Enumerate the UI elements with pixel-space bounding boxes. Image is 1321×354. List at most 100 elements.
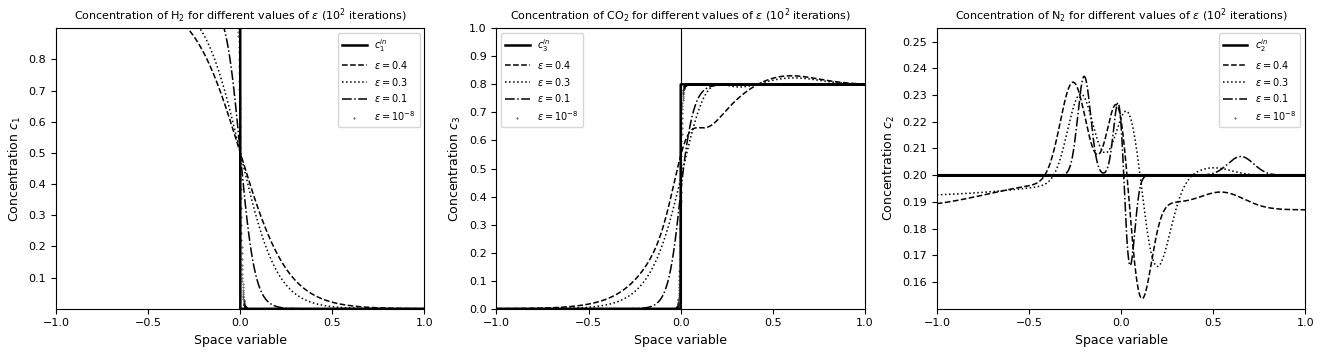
$c_1^{in}$ xyxy=(416,307,432,311)
Y-axis label: Concentration $c_1$: Concentration $c_1$ xyxy=(7,115,22,222)
$\varepsilon = 0.1$ xyxy=(993,173,1009,177)
Line: $\varepsilon = 0.3$: $\varepsilon = 0.3$ xyxy=(55,0,424,309)
$c_2^{in}$ xyxy=(971,173,987,177)
$\varepsilon = 0.1$ xyxy=(971,173,987,177)
Line: $\varepsilon = 10^{-8}$: $\varepsilon = 10^{-8}$ xyxy=(937,175,1305,176)
$\varepsilon = 0.4$ xyxy=(370,306,386,310)
$\varepsilon = 0.4$ xyxy=(112,0,128,1)
$\varepsilon = 10^{-8}$ xyxy=(552,307,568,311)
Line: $\varepsilon = 0.3$: $\varepsilon = 0.3$ xyxy=(937,94,1305,267)
Line: $\varepsilon = 0.4$: $\varepsilon = 0.4$ xyxy=(497,76,865,309)
X-axis label: Space variable: Space variable xyxy=(634,334,727,347)
$c_3^{in}$ xyxy=(849,82,865,86)
$\varepsilon = 0.4$ xyxy=(1070,88,1086,92)
$\varepsilon = 0.4$ xyxy=(1291,207,1306,212)
$\varepsilon = 0.3$ xyxy=(416,307,432,311)
$\varepsilon = 0.4$ xyxy=(416,307,432,311)
$\varepsilon = 10^{-8}$ xyxy=(630,307,646,311)
$\varepsilon = 0.3$ xyxy=(205,53,221,58)
$\varepsilon = 0.3$ xyxy=(1291,173,1306,177)
$\varepsilon = 0.4$ xyxy=(646,250,662,254)
$c_3^{in}$ xyxy=(646,307,662,311)
Legend: $c_2^{in}$, $\varepsilon = 0.4$, $\varepsilon = 0.3$, $\varepsilon = 0.1$, $\var: $c_2^{in}$, $\varepsilon = 0.4$, $\varep… xyxy=(1219,33,1300,127)
Line: $c_3^{in}$: $c_3^{in}$ xyxy=(497,84,865,309)
$\varepsilon = 0.1$ xyxy=(205,3,221,7)
$\varepsilon = 0.4$ xyxy=(1135,297,1151,301)
$\varepsilon = 10^{-8}$ xyxy=(971,173,987,177)
$\varepsilon = 0.1$ xyxy=(857,82,873,86)
$\varepsilon = 0.4$ xyxy=(189,39,205,44)
$\varepsilon = 10^{-8}$ xyxy=(1086,173,1102,177)
$\varepsilon = 10^{-8}$ xyxy=(993,173,1009,177)
$\varepsilon = 10^{-8}$ xyxy=(1297,173,1313,177)
Title: Concentration of CO$_2$ for different values of $\varepsilon$ (10$^2$ iterations: Concentration of CO$_2$ for different va… xyxy=(510,7,851,25)
$\varepsilon = 0.3$ xyxy=(993,189,1009,193)
$\varepsilon = 0.1$ xyxy=(1297,173,1313,177)
$\varepsilon = 0.3$ xyxy=(929,193,945,197)
$\varepsilon = 10^{-8}$ xyxy=(370,307,386,311)
$c_1^{in}$ xyxy=(410,307,425,311)
$c_3^{in}$ xyxy=(489,307,505,311)
$\varepsilon = 10^{-8}$ xyxy=(1291,173,1306,177)
$\varepsilon = 0.3$ xyxy=(1251,173,1267,177)
$\varepsilon = 0.3$ xyxy=(971,190,987,195)
$\varepsilon = 0.1$ xyxy=(416,307,432,311)
$\varepsilon = 0.3$ xyxy=(1086,127,1102,131)
$\varepsilon = 0.1$ xyxy=(370,307,386,311)
$\varepsilon = 0.4$ xyxy=(552,305,568,309)
$c_3^{in}$ xyxy=(630,307,646,311)
$\varepsilon = 0.3$ xyxy=(189,23,205,27)
$\varepsilon = 10^{-8}$ xyxy=(410,307,425,311)
$\varepsilon = 0.3$ xyxy=(370,307,386,311)
$\varepsilon = 10^{-8}$ xyxy=(489,307,505,311)
$c_2^{in}$ xyxy=(1070,173,1086,177)
$\varepsilon = 0.4$ xyxy=(1297,208,1313,212)
$c_3^{in}$ xyxy=(810,82,826,86)
Line: $\varepsilon = 0.1$: $\varepsilon = 0.1$ xyxy=(937,76,1305,266)
$\varepsilon = 0.4$ xyxy=(783,74,799,78)
$c_2^{in}$ xyxy=(1297,173,1313,177)
$\varepsilon = 0.1$ xyxy=(1086,143,1102,148)
$c_3^{in}$ xyxy=(531,307,547,311)
$\varepsilon = 0.1$ xyxy=(1070,110,1086,114)
$\varepsilon = 0.4$ xyxy=(929,201,945,206)
$\varepsilon = 0.1$ xyxy=(489,307,505,311)
$\varepsilon = 0.1$ xyxy=(646,303,662,308)
X-axis label: Space variable: Space variable xyxy=(194,334,287,347)
$\varepsilon = 0.1$ xyxy=(531,307,547,311)
$c_1^{in}$ xyxy=(370,307,386,311)
$\varepsilon = 0.3$ xyxy=(410,307,425,311)
Title: Concentration of N$_2$ for different values of $\varepsilon$ (10$^2$ iterations): Concentration of N$_2$ for different val… xyxy=(955,7,1288,25)
$\varepsilon = 0.1$ xyxy=(630,306,646,310)
$\varepsilon = 0.3$ xyxy=(630,287,646,291)
$\varepsilon = 0.4$ xyxy=(410,307,425,311)
$c_2^{in}$ xyxy=(1086,173,1102,177)
$\varepsilon = 10^{-8}$ xyxy=(416,307,432,311)
$\varepsilon = 0.4$ xyxy=(993,189,1009,193)
$c_2^{in}$ xyxy=(993,173,1009,177)
$c_2^{in}$ xyxy=(929,173,945,177)
$\varepsilon = 0.4$ xyxy=(1251,203,1267,207)
$c_2^{in}$ xyxy=(1251,173,1267,177)
$\varepsilon = 0.3$ xyxy=(786,76,802,80)
$\varepsilon = 10^{-8}$ xyxy=(857,82,873,86)
$\varepsilon = 10^{-8}$ xyxy=(810,82,826,86)
$\varepsilon = 0.4$ xyxy=(1086,149,1102,153)
$\varepsilon = 0.1$ xyxy=(552,307,568,311)
$\varepsilon = 10^{-8}$ xyxy=(700,82,716,86)
$\varepsilon = 10^{-8}$ xyxy=(1251,173,1267,177)
$\varepsilon = 0.3$ xyxy=(531,307,547,311)
$\varepsilon = 10^{-8}$ xyxy=(1070,173,1086,177)
Line: $\varepsilon = 0.4$: $\varepsilon = 0.4$ xyxy=(55,0,424,309)
$\varepsilon = 10^{-8}$ xyxy=(267,307,283,311)
$\varepsilon = 0.3$ xyxy=(810,78,826,82)
Line: $c_1^{in}$: $c_1^{in}$ xyxy=(55,0,424,309)
$\varepsilon = 0.3$ xyxy=(1297,173,1313,177)
$\varepsilon = 0.4$ xyxy=(531,306,547,310)
$\varepsilon = 0.3$ xyxy=(1073,92,1089,96)
$\varepsilon = 10^{-8}$ xyxy=(646,307,662,311)
$\varepsilon = 0.3$ xyxy=(1149,264,1165,269)
$\varepsilon = 0.1$ xyxy=(1291,173,1306,177)
$\varepsilon = 0.4$ xyxy=(849,81,865,86)
$\varepsilon = 0.4$ xyxy=(1065,80,1081,84)
